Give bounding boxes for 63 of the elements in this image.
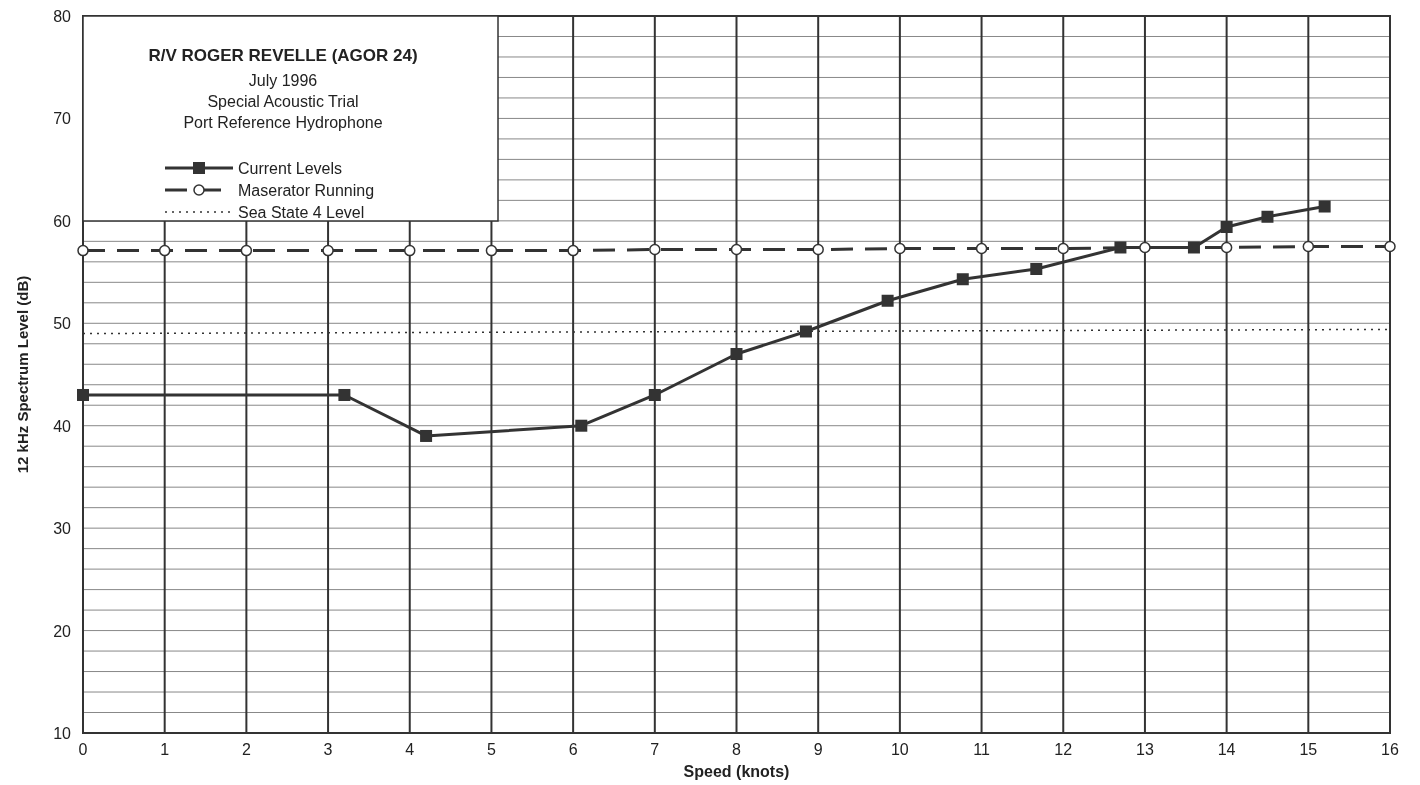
point: [1057, 242, 1069, 255]
legend-label: Sea State 4 Level: [238, 204, 365, 221]
point: [240, 244, 253, 257]
x-tick-label: 15: [1299, 741, 1318, 758]
x-tick-label: 14: [1217, 741, 1236, 758]
point: [322, 244, 334, 257]
x-tick-label: 3: [323, 741, 333, 758]
y-tick-label: 80: [53, 8, 72, 25]
y-tick-label: 60: [53, 212, 72, 230]
point: [158, 244, 171, 257]
legend-label: Current Levels: [238, 160, 343, 177]
x-tick-label: 4: [405, 741, 415, 758]
point: [649, 243, 661, 256]
x-tick-label: 0: [78, 741, 88, 758]
point: [975, 242, 988, 255]
x-tick-label: 7: [650, 741, 660, 758]
x-tick-label: 1: [160, 741, 170, 758]
point: [648, 388, 661, 401]
point: [799, 325, 812, 338]
x-tick-label: 11: [973, 741, 990, 758]
point: [1261, 210, 1274, 223]
point: [77, 244, 89, 257]
point: [1384, 240, 1396, 253]
point: [567, 244, 579, 257]
y-axis-title: 12 kHz Spectrum Level (dB): [14, 275, 31, 474]
x-tick-label: 10: [890, 741, 909, 758]
point: [1187, 241, 1200, 254]
x-tick-label: 13: [1136, 741, 1154, 758]
x-tick-label: 5: [486, 741, 496, 758]
x-tick-label: 8: [732, 741, 742, 758]
y-tick-label: 50: [53, 315, 72, 333]
point: [1030, 263, 1043, 275]
point: [420, 429, 433, 442]
point: [1220, 221, 1233, 233]
y-tick-label: 20: [53, 622, 72, 640]
text: July 1996 Special Acoustic Trial Port Reference Hydrophone: [183, 72, 383, 131]
point: [1139, 241, 1151, 254]
point: [730, 348, 743, 361]
x-tick-label: 2: [241, 741, 251, 758]
point: [894, 242, 906, 255]
text: R/V ROGER REVELLE (AGOR 24): [148, 46, 418, 65]
point: [1318, 200, 1331, 213]
point: [338, 388, 351, 401]
point: [575, 419, 588, 432]
point: [956, 273, 969, 286]
x-tick-label: 6: [568, 741, 578, 758]
y-tick-label: 30: [53, 520, 72, 538]
point: [1302, 240, 1315, 253]
y-tick-label: 10: [53, 725, 72, 742]
point: [881, 294, 894, 307]
x-axis-title: Speed (knots): [683, 763, 790, 780]
point: [404, 244, 416, 257]
point: [485, 244, 498, 257]
x-tick-label: 12: [1054, 741, 1073, 758]
legend-label: Maserator Running: [238, 182, 375, 199]
y-tick-label: 40: [53, 417, 72, 435]
point: [1220, 241, 1233, 254]
x-tick-label: 16: [1381, 741, 1399, 758]
point: [730, 243, 743, 256]
y-tick-label: 70: [53, 110, 72, 128]
point: [812, 243, 824, 256]
x-tick-label: 9: [813, 741, 823, 758]
point: [77, 388, 89, 401]
